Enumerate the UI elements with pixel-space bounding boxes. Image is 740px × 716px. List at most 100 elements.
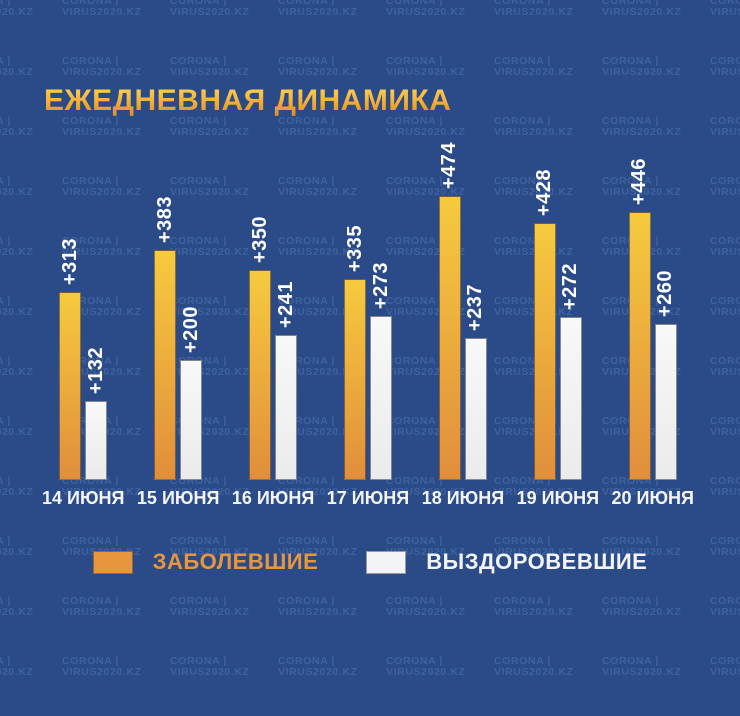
bar-pair: +313 +132 [58, 130, 108, 480]
infected-bar-column: +335 [343, 225, 367, 480]
watermark-tile: CORONA |VIRUS2020.KZ [0, 295, 34, 318]
recovered-bar [464, 338, 487, 480]
watermark-tile: CORONA |VIRUS2020.KZ [170, 0, 250, 18]
bar-value-label: +260 [654, 269, 677, 317]
bar-group: +335 +273 17 ИЮНЯ [327, 130, 409, 509]
bar-pair: +383 +200 [153, 130, 203, 480]
watermark-tile: CORONA |VIRUS2020.KZ [0, 175, 34, 198]
recovered-swatch [366, 550, 407, 574]
date-label: 15 ИЮНЯ [136, 488, 220, 508]
bar-pair: +335 +273 [343, 130, 393, 480]
recovered-bar [180, 360, 203, 480]
watermark-tile: CORONA |VIRUS2020.KZ [602, 55, 682, 78]
legend-label-recovered: ВЫЗДОРОВЕВШИЕ [426, 549, 648, 574]
date-label: 16 ИЮНЯ [231, 488, 315, 508]
infected-bar [249, 270, 272, 480]
watermark-tile: CORONA |VIRUS2020.KZ [602, 0, 682, 18]
infected-bar-column: +313 [58, 238, 82, 480]
recovered-bar [85, 401, 108, 480]
watermark-tile: CORONA |VIRUS2020.KZ [170, 55, 250, 78]
date-label: 14 ИЮНЯ [42, 488, 125, 508]
infected-bar-column: +474 [438, 142, 462, 480]
infected-bar [344, 279, 366, 480]
watermark-tile: CORONA |VIRUS2020.KZ [710, 175, 740, 198]
infected-bar [438, 196, 461, 480]
watermark-tile: CORONA |VIRUS2020.KZ [710, 0, 740, 18]
infected-bar-column: +446 [628, 158, 652, 480]
infected-bar [533, 223, 556, 480]
recovered-bar [654, 324, 677, 480]
legend-item-infected: ЗАБОЛЕВШИЕ [92, 549, 319, 575]
bar-value-label: +428 [533, 168, 556, 216]
bar-value-label: +200 [179, 305, 202, 353]
legend-label-infected: ЗАБОЛЕВШИЕ [152, 549, 319, 574]
watermark-tile: CORONA |VIRUS2020.KZ [0, 235, 34, 258]
watermark-tile: CORONA |VIRUS2020.KZ [386, 655, 466, 678]
recovered-bar [275, 335, 298, 480]
bar-value-label: +272 [559, 262, 582, 310]
watermark-tile: CORONA |VIRUS2020.KZ [0, 355, 34, 378]
bar-value-label: +273 [369, 261, 392, 309]
watermark-tile: CORONA |VIRUS2020.KZ [0, 115, 34, 138]
watermark-tile: CORONA |VIRUS2020.KZ [62, 655, 142, 678]
bar-value-label: +474 [438, 141, 461, 189]
watermark-tile: CORONA |VIRUS2020.KZ [710, 115, 740, 138]
legend-item-recovered: ВЫЗДОРОВЕВШИЕ [366, 549, 647, 575]
bar-value-label: +132 [84, 346, 107, 394]
infected-bar [154, 250, 177, 480]
bar-pair: +428 +272 [533, 130, 583, 480]
legend: ЗАБОЛЕВШИЕ ВЫЗДОРОВЕВШИЕ [0, 549, 740, 575]
recovered-bar-column: +272 [559, 263, 583, 480]
watermark-tile: CORONA |VIRUS2020.KZ [710, 295, 740, 318]
bar-value-label: +446 [628, 157, 651, 205]
recovered-bar-column: +260 [654, 270, 678, 480]
page-title: ЕЖЕДНЕВНАЯ ДИНАМИКА [44, 84, 452, 117]
bar-value-label: +313 [58, 237, 81, 285]
watermark-tile: CORONA |VIRUS2020.KZ [386, 55, 466, 78]
recovered-bar-column: +273 [369, 262, 393, 480]
recovered-bar [370, 316, 392, 480]
infected-bar-column: +383 [153, 196, 177, 480]
date-label: 20 ИЮНЯ [611, 488, 694, 508]
watermark-tile: CORONA |VIRUS2020.KZ [494, 655, 574, 678]
watermark-tile: CORONA |VIRUS2020.KZ [278, 0, 358, 18]
watermark-tile: CORONA |VIRUS2020.KZ [710, 655, 740, 678]
bar-pair: +350 +241 [248, 130, 298, 480]
bar-pair: +446 +260 [628, 130, 678, 480]
bar-group: +446 +260 20 ИЮНЯ [612, 130, 694, 509]
infected-bar-column: +428 [533, 169, 557, 480]
bar-group: +428 +272 19 ИЮНЯ [517, 130, 599, 509]
watermark-tile: CORONA |VIRUS2020.KZ [602, 595, 682, 618]
watermark-tile: CORONA |VIRUS2020.KZ [710, 595, 740, 618]
watermark-tile: CORONA |VIRUS2020.KZ [0, 655, 34, 678]
infected-bar [628, 212, 651, 480]
bar-pair: +474 +237 [438, 130, 488, 480]
infected-bar-column: +350 [248, 216, 272, 480]
date-label: 18 ИЮНЯ [421, 488, 505, 508]
watermark-tile: CORONA |VIRUS2020.KZ [278, 655, 358, 678]
watermark-tile: CORONA |VIRUS2020.KZ [0, 475, 34, 498]
recovered-bar [559, 317, 582, 480]
watermark-tile: CORONA |VIRUS2020.KZ [386, 0, 466, 18]
watermark-tile: CORONA |VIRUS2020.KZ [494, 55, 574, 78]
watermark-tile: CORONA |VIRUS2020.KZ [62, 0, 142, 18]
watermark-tile: CORONA |VIRUS2020.KZ [386, 595, 466, 618]
recovered-bar-column: +200 [179, 306, 203, 480]
bar-group: +383 +200 15 ИЮНЯ [137, 130, 219, 509]
bar-chart: +313 +132 14 ИЮНЯ +383 +200 15 ИЮНЯ +350 +241 16… [42, 130, 694, 509]
watermark-tile: CORONA |VIRUS2020.KZ [0, 0, 34, 18]
bar-value-label: +335 [343, 224, 366, 272]
bar-group: +474 +237 18 ИЮНЯ [422, 130, 504, 509]
watermark-tile: CORONA |VIRUS2020.KZ [710, 235, 740, 258]
watermark-tile: CORONA |VIRUS2020.KZ [0, 55, 34, 78]
date-label: 19 ИЮНЯ [516, 488, 600, 508]
watermark-tile: CORONA |VIRUS2020.KZ [278, 595, 358, 618]
watermark-tile: CORONA |VIRUS2020.KZ [0, 595, 34, 618]
recovered-bar-column: +132 [84, 347, 108, 480]
watermark-tile: CORONA |VIRUS2020.KZ [494, 0, 574, 18]
bar-group: +313 +132 14 ИЮНЯ [42, 130, 124, 509]
watermark-tile: CORONA |VIRUS2020.KZ [170, 655, 250, 678]
watermark-tile: CORONA |VIRUS2020.KZ [710, 415, 740, 438]
watermark-tile: CORONA |VIRUS2020.KZ [710, 55, 740, 78]
bar-value-label: +237 [464, 283, 487, 331]
